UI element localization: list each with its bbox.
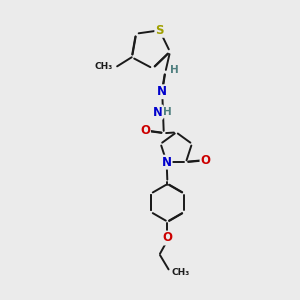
Text: S: S [155, 24, 164, 37]
Text: CH₃: CH₃ [171, 268, 190, 277]
Text: H: H [163, 107, 171, 117]
Text: CH₃: CH₃ [95, 62, 113, 71]
Text: O: O [200, 154, 211, 167]
Text: O: O [140, 124, 150, 137]
Text: O: O [162, 232, 172, 244]
Text: H: H [169, 65, 178, 75]
Text: N: N [152, 106, 163, 118]
Text: N: N [157, 85, 167, 98]
Text: N: N [162, 156, 172, 169]
